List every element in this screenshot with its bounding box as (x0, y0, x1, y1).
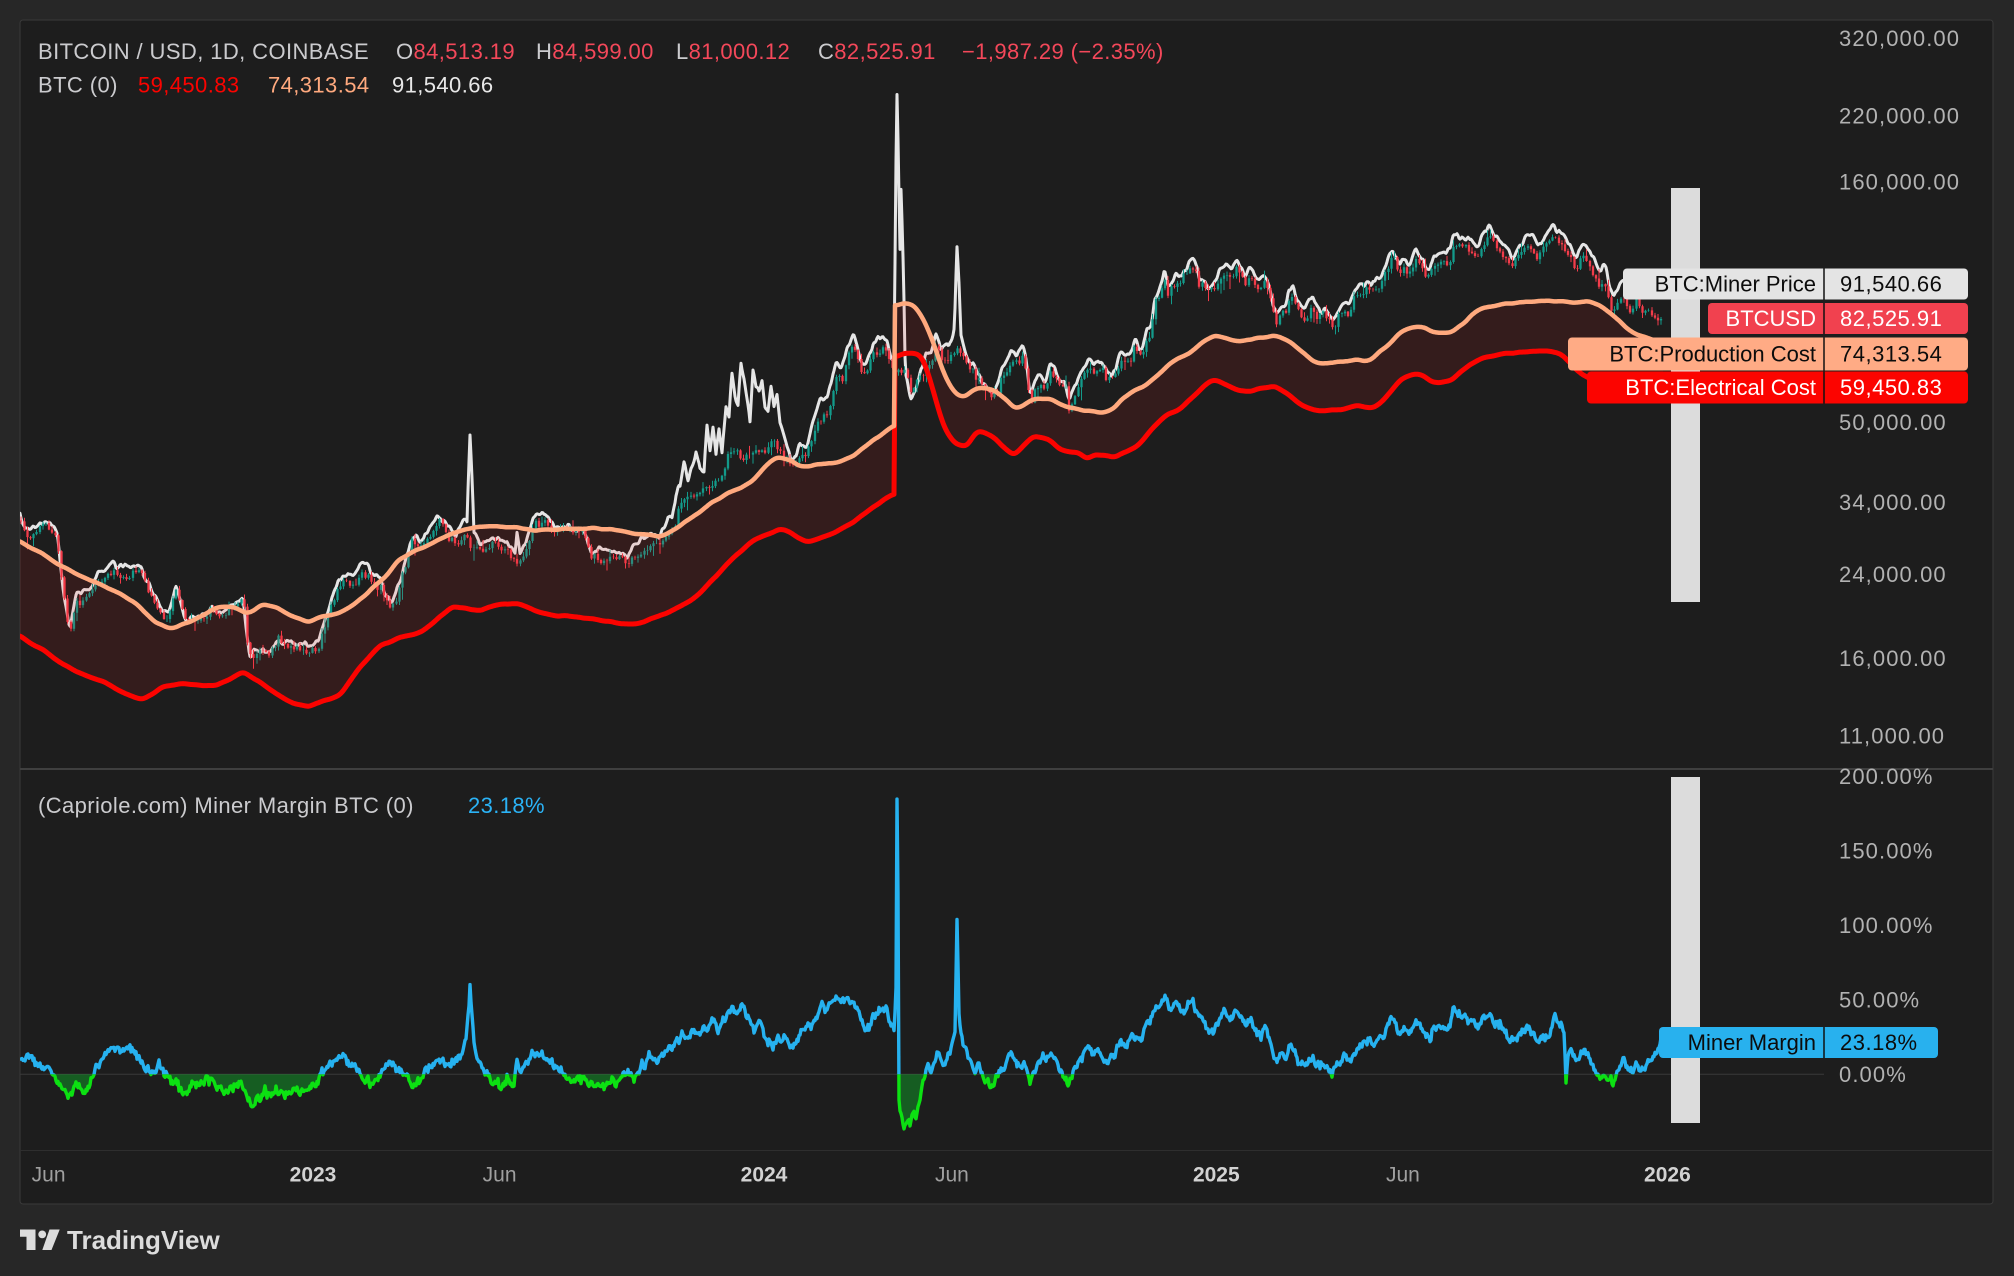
svg-text:Miner Margin: Miner Margin (1688, 1030, 1816, 1055)
svg-text:16,000.00: 16,000.00 (1839, 646, 1947, 671)
svg-text:82,525.91: 82,525.91 (1840, 306, 1942, 331)
svg-text:74,313.54: 74,313.54 (268, 73, 369, 98)
svg-text:59,450.83: 59,450.83 (138, 73, 239, 98)
svg-text:BITCOIN / USD, 1D, COINBASE: BITCOIN / USD, 1D, COINBASE (38, 39, 369, 64)
svg-text:BTC (0): BTC (0) (38, 73, 118, 98)
svg-text:91,540.66: 91,540.66 (392, 73, 493, 98)
svg-text:50,000.00: 50,000.00 (1839, 410, 1947, 435)
svg-text:23.18%: 23.18% (1840, 1030, 1918, 1055)
svg-text:74,313.54: 74,313.54 (1840, 342, 1942, 367)
svg-text:34,000.00: 34,000.00 (1839, 490, 1947, 515)
svg-text:2024: 2024 (741, 1164, 788, 1187)
svg-text:C82,525.91: C82,525.91 (818, 39, 936, 64)
svg-text:BTC:Electrical Cost: BTC:Electrical Cost (1625, 375, 1816, 400)
svg-text:BTCUSD: BTCUSD (1726, 306, 1816, 331)
svg-text:2023: 2023 (290, 1164, 337, 1187)
svg-text:H84,599.00: H84,599.00 (536, 39, 654, 64)
svg-text:200.00%: 200.00% (1839, 764, 1934, 789)
svg-text:220,000.00: 220,000.00 (1839, 104, 1960, 129)
svg-text:50.00%: 50.00% (1839, 987, 1920, 1012)
svg-text:(Capriole.com) Miner Margin BT: (Capriole.com) Miner Margin BTC (0) (38, 793, 414, 818)
svg-text:0.00%: 0.00% (1839, 1062, 1907, 1087)
svg-text:Jun: Jun (32, 1164, 66, 1187)
svg-text:91,540.66: 91,540.66 (1840, 272, 1942, 297)
svg-text:TradingView: TradingView (67, 1225, 220, 1255)
svg-text:2025: 2025 (1193, 1164, 1240, 1187)
svg-text:Jun: Jun (935, 1164, 969, 1187)
svg-text:Jun: Jun (483, 1164, 517, 1187)
svg-text:150.00%: 150.00% (1839, 838, 1934, 863)
svg-text:BTC:Miner Price: BTC:Miner Price (1655, 272, 1816, 297)
svg-text:100.00%: 100.00% (1839, 913, 1934, 938)
svg-text:11,000.00: 11,000.00 (1839, 724, 1945, 749)
svg-text:24,000.00: 24,000.00 (1839, 562, 1947, 587)
svg-text:O84,513.19: O84,513.19 (396, 39, 515, 64)
svg-text:BTC:Production Cost: BTC:Production Cost (1609, 342, 1816, 367)
svg-text:160,000.00: 160,000.00 (1839, 169, 1960, 194)
svg-text:Jun: Jun (1386, 1164, 1420, 1187)
svg-text:2026: 2026 (1644, 1164, 1691, 1187)
svg-text:59,450.83: 59,450.83 (1840, 375, 1942, 400)
svg-text:320,000.00: 320,000.00 (1839, 26, 1960, 51)
svg-text:23.18%: 23.18% (468, 793, 545, 818)
svg-text:L81,000.12: L81,000.12 (676, 39, 790, 64)
svg-text:−1,987.29 (−2.35%): −1,987.29 (−2.35%) (962, 39, 1164, 64)
